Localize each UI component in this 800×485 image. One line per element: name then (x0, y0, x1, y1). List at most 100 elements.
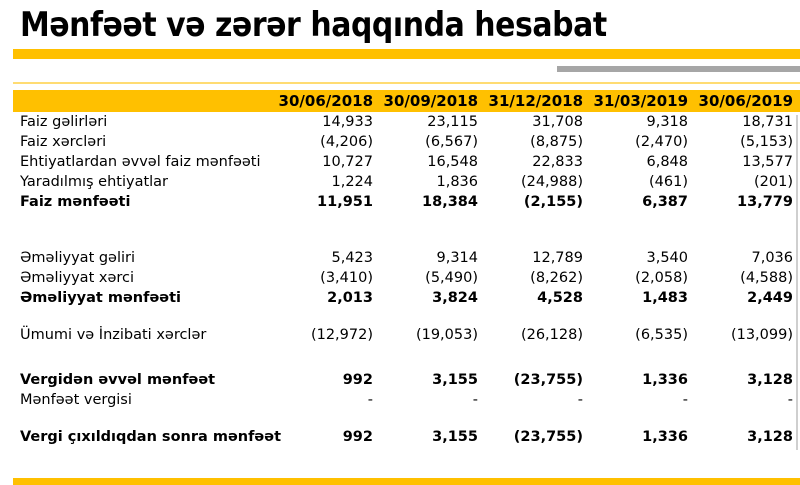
table-row: Əməliyyat gəliri 5,423 9,314 12,789 3,54… (20, 248, 793, 268)
cell-value: - (787, 392, 793, 408)
row-label: Vergi çıxıldıqdan sonra mənfəət (20, 429, 282, 445)
table-header-band (13, 90, 800, 112)
cell-value: 14,933 (322, 114, 373, 130)
column-header: 31/03/2019 (593, 92, 688, 110)
cell-value: (461) (649, 174, 688, 190)
cell-value: (12,972) (310, 327, 373, 343)
table-row: Faiz gəlirləri 14,933 23,115 31,708 9,31… (20, 112, 793, 132)
cell-value: (3,410) (320, 270, 373, 286)
row-label: Faiz xərcləri (20, 134, 107, 150)
row-label: Faiz mənfəəti (20, 194, 131, 210)
cell-value: 22,833 (532, 154, 583, 170)
cell-value: (8,262) (530, 270, 583, 286)
table-row: Faiz xərcləri (4,206) (6,567) (8,875) (2… (20, 132, 793, 152)
cell-value: 9,314 (436, 250, 478, 266)
column-header: 30/06/2019 (698, 92, 793, 110)
table-row: Əməliyyat mənfəəti 2,013 3,824 4,528 1,4… (20, 288, 793, 308)
right-edge-line (796, 115, 798, 450)
cell-value: 23,115 (427, 114, 478, 130)
cell-value: 1,483 (642, 290, 688, 306)
table-row: Vergi çıxıldıqdan sonra mənfəət 992 3,15… (20, 427, 793, 447)
cell-value: 992 (342, 372, 373, 388)
cell-value: 13,779 (737, 194, 793, 210)
cell-value: 1,336 (642, 429, 688, 445)
cell-value: 7,036 (751, 250, 793, 266)
table-row: Vergidən əvvəl mənfəət 992 3,155 (23,755… (20, 370, 793, 390)
cell-value: 2,449 (747, 290, 793, 306)
cell-value: (4,206) (320, 134, 373, 150)
table-row: Yaradılmış ehtiyatlar 1,224 1,836 (24,98… (20, 172, 793, 192)
row-label: Ehtiyatlardan əvvəl faiz mənfəəti (20, 154, 261, 170)
cell-value: - (682, 392, 688, 408)
table-row: Əməliyyat xərci (3,410) (5,490) (8,262) … (20, 268, 793, 288)
row-label: Ümumi və İnzibati xərclər (20, 327, 207, 343)
cell-value: (2,470) (635, 134, 688, 150)
row-label: Mənfəət vergisi (20, 392, 132, 408)
cell-value: 18,731 (742, 114, 793, 130)
cell-value: 18,384 (422, 194, 478, 210)
cell-value: 11,951 (317, 194, 373, 210)
row-label: Yaradılmış ehtiyatlar (20, 174, 169, 190)
cell-value: - (577, 392, 583, 408)
row-label: Əməliyyat mənfəəti (20, 290, 182, 306)
cell-value: 31,708 (532, 114, 583, 130)
gray-accent-bar (557, 66, 800, 72)
cell-value: (5,153) (740, 134, 793, 150)
bottom-accent-bar (13, 478, 800, 485)
cell-value: (5,490) (425, 270, 478, 286)
cell-value: 5,423 (331, 250, 373, 266)
cell-value: 9,318 (646, 114, 688, 130)
cell-value: 3,128 (747, 372, 793, 388)
column-header: 31/12/2018 (488, 92, 583, 110)
cell-value: 1,836 (436, 174, 478, 190)
table-body: Faiz gəlirləri 14,933 23,115 31,708 9,31… (20, 112, 793, 447)
cell-value: 3,155 (432, 372, 478, 388)
table-row: Faiz mənfəəti 11,951 18,384 (2,155) 6,38… (20, 192, 793, 212)
cell-value: 3,128 (747, 429, 793, 445)
cell-value: 3,155 (432, 429, 478, 445)
cell-value: 3,540 (646, 250, 688, 266)
cell-value: (26,128) (520, 327, 583, 343)
table-row: Mənfəət vergisi - - - - - (20, 390, 793, 410)
column-header: 30/09/2018 (383, 92, 478, 110)
cell-value: (201) (754, 174, 793, 190)
thin-yellow-line (13, 82, 800, 84)
cell-value: 1,336 (642, 372, 688, 388)
cell-value: 4,528 (537, 290, 583, 306)
table-row: Ümumi və İnzibati xərclər (12,972) (19,0… (20, 325, 793, 345)
cell-value: 10,727 (322, 154, 373, 170)
cell-value: 6,387 (642, 194, 688, 210)
cell-value: 2,013 (327, 290, 373, 306)
title-underline-bar (13, 49, 800, 59)
row-label: Faiz gəlirləri (20, 114, 108, 130)
cell-value: 992 (342, 429, 373, 445)
cell-value: (6,567) (425, 134, 478, 150)
cell-value: (2,155) (523, 194, 583, 210)
row-label: Əməliyyat gəliri (20, 250, 136, 266)
cell-value: 16,548 (427, 154, 478, 170)
table-header-row: 30/06/2018 30/09/2018 31/12/2018 31/03/2… (20, 90, 793, 112)
cell-value: (4,588) (740, 270, 793, 286)
cell-value: (2,058) (635, 270, 688, 286)
cell-value: (23,755) (513, 372, 583, 388)
column-header: 30/06/2018 (278, 92, 373, 110)
cell-value: - (472, 392, 478, 408)
table-row: Ehtiyatlardan əvvəl faiz mənfəəti 10,727… (20, 152, 793, 172)
cell-value: (8,875) (530, 134, 583, 150)
cell-value: 12,789 (532, 250, 583, 266)
cell-value: 1,224 (331, 174, 373, 190)
cell-value: - (367, 392, 373, 408)
cell-value: 3,824 (432, 290, 478, 306)
page-title: Mənfəət və zərər haqqında hesabat (20, 5, 607, 45)
cell-value: (23,755) (513, 429, 583, 445)
cell-value: (13,099) (730, 327, 793, 343)
row-label: Əməliyyat xərci (20, 270, 135, 286)
cell-value: 13,577 (742, 154, 793, 170)
header-spacer (20, 90, 268, 112)
cell-value: 6,848 (646, 154, 688, 170)
cell-value: (19,053) (415, 327, 478, 343)
row-label: Vergidən əvvəl mənfəət (20, 372, 216, 388)
cell-value: (6,535) (635, 327, 688, 343)
cell-value: (24,988) (520, 174, 583, 190)
